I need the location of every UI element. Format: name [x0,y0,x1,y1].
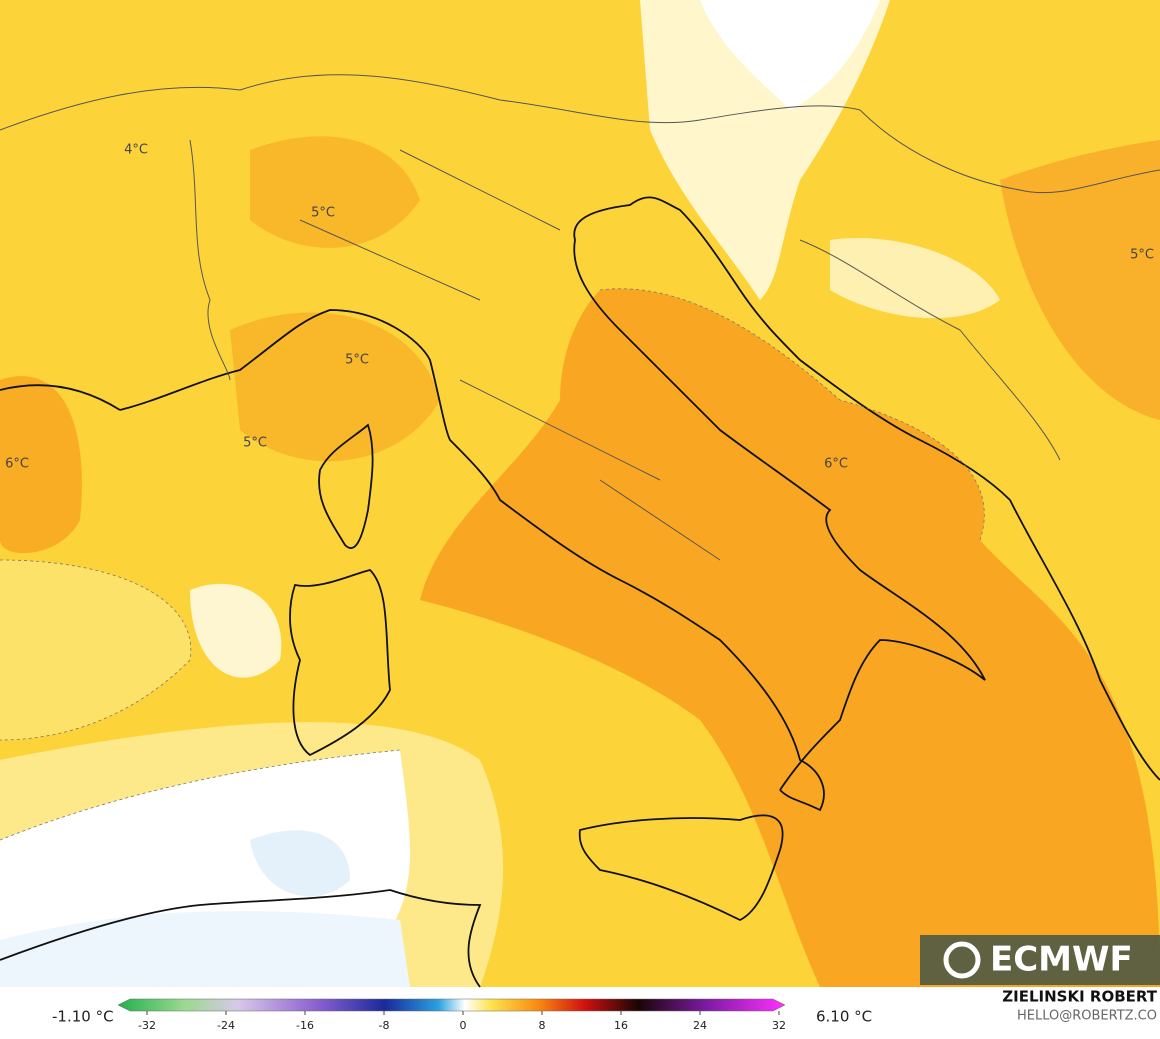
coastline [0,384,121,411]
island-coast [289,569,391,757]
colorbar-tick-label: -16 [296,1019,314,1032]
contour-label: 6°C [5,457,29,472]
cold-area [0,911,410,987]
coastline [799,359,1160,781]
contour-label: 5°C [1130,248,1154,263]
border [0,74,861,131]
colorbar-tick-label: 24 [693,1019,707,1032]
colorbar-tick-label: 16 [614,1019,628,1032]
cool-area [190,583,282,678]
contour-label: 4°C [124,143,148,158]
colorbar-tick-label: 0 [460,1019,467,1032]
coastline [573,196,986,791]
border [799,239,1061,461]
author: ZIELINSKI ROBERT [1002,988,1157,1006]
coastlines [0,196,1160,988]
contours [0,288,985,841]
border [299,149,721,561]
contour-labels: 4°C 5°C 5°C 5°C 6°C 6°C 5°C [5,143,1154,472]
colorbar-tick-label: -24 [217,1019,235,1032]
warm-area [0,376,82,554]
cold-area [700,0,880,110]
cold-area [250,830,350,897]
colorbar-tick-label: -32 [138,1019,156,1032]
warm-area [250,136,420,248]
borders [0,74,1160,561]
contour-label: 5°C [345,353,369,368]
contact: HELLO@ROBERTZ.CO [1017,1009,1157,1024]
cold-area [0,750,410,950]
contour-line [0,749,401,841]
colorbar-tick-label: 32 [772,1019,786,1032]
contour-label: 6°C [824,457,848,472]
cool-area [0,560,191,740]
colorbar: -1.10 °C 6.10 °C -32 -24 -16 -8 0 8 16 24 32 [52,998,872,1032]
logo-icon [943,941,981,979]
colorbar-tick-label: -8 [379,1019,390,1032]
border [189,139,231,381]
cool-area [830,238,1000,319]
logo-text: ECMWF [990,940,1133,980]
coastline [119,309,825,812]
contour-label: 5°C [311,206,335,221]
island-coast [578,814,784,922]
colorbar-max: 6.10 °C [816,1008,872,1026]
warm-area [1000,140,1160,420]
contour-line [599,288,985,541]
colorbar-bar [117,998,786,1012]
warm-area [420,288,1160,987]
contour-label: 5°C [243,436,267,451]
map-area: 4°C 5°C 5°C 5°C 6°C 6°C 5°C ECMWF [0,0,1160,988]
island-coast [318,423,374,549]
border [859,109,1160,194]
coastline [0,889,482,988]
warm-area [230,312,440,462]
colorbar-min: -1.10 °C [52,1008,114,1026]
colorbar-tick-label: 8 [539,1019,546,1032]
